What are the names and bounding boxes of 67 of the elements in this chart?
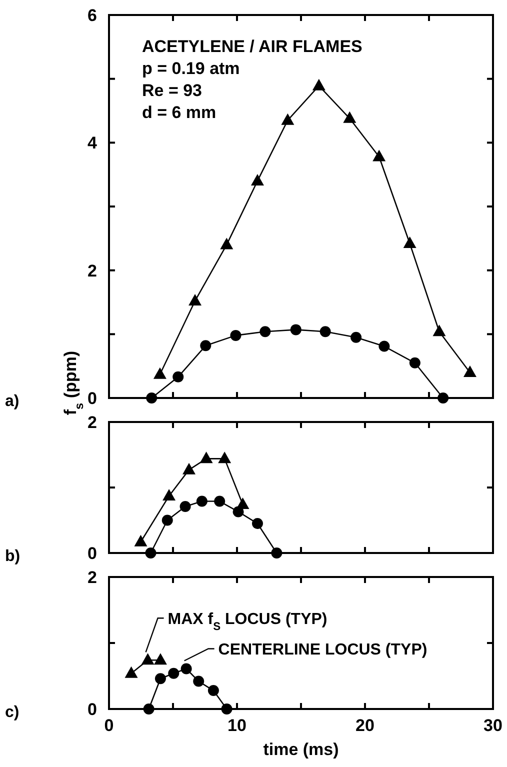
point — [168, 668, 180, 679]
y-tick-label: 6 — [88, 6, 97, 25]
point — [290, 324, 302, 336]
point — [196, 496, 208, 507]
annotation: d = 6 mm — [142, 103, 216, 122]
annotation: Re = 93 — [142, 81, 202, 100]
text: b) — [5, 548, 20, 565]
point — [180, 663, 192, 674]
point — [230, 330, 242, 341]
point — [188, 294, 202, 306]
x-tick-label: 10 — [228, 716, 246, 735]
annotation: p = 0.19 atm — [142, 59, 240, 78]
point — [143, 704, 154, 714]
y-tick-label: 0 — [88, 544, 97, 563]
point — [124, 666, 138, 678]
point — [193, 676, 204, 687]
y-tick-label: 2 — [88, 568, 97, 587]
text: c) — [5, 704, 20, 721]
point — [172, 371, 184, 382]
point — [350, 332, 362, 343]
point — [432, 324, 446, 336]
point — [463, 365, 476, 377]
point — [146, 392, 158, 404]
point — [312, 78, 326, 90]
point — [409, 357, 420, 368]
y-tick-label: 4 — [88, 134, 98, 153]
point — [343, 111, 356, 123]
y-tick-label: 0 — [88, 389, 97, 408]
point — [250, 174, 264, 186]
x-axis-title: time (ms) — [263, 740, 339, 759]
point — [214, 496, 226, 507]
y-tick-label: 2 — [88, 261, 97, 280]
annotation: ACETYLENE / AIR FLAMES — [142, 37, 362, 56]
y-tick-label: 2 — [88, 413, 97, 432]
point — [180, 500, 191, 512]
point — [134, 534, 148, 546]
annotation: MAX f$_{S}$ LOCUS (TYP) — [168, 611, 328, 634]
point — [208, 685, 219, 696]
point — [320, 326, 331, 338]
point — [403, 236, 416, 248]
point — [162, 489, 176, 501]
annotation: CENTERLINE LOCUS (TYP) — [218, 642, 428, 659]
x-tick-label: 0 — [104, 716, 114, 735]
point — [141, 653, 154, 665]
point — [153, 367, 166, 379]
point — [145, 548, 156, 558]
point — [260, 326, 271, 338]
point — [200, 452, 213, 464]
point — [221, 704, 232, 714]
point — [154, 673, 166, 684]
point — [218, 452, 232, 464]
point — [252, 518, 263, 530]
y-tick-label: 0 — [88, 700, 97, 719]
point — [232, 506, 244, 518]
text: a) — [5, 393, 20, 410]
point — [220, 238, 234, 250]
x-tick-label: 20 — [356, 716, 374, 735]
point — [372, 150, 386, 162]
x-tick-label: 30 — [484, 716, 502, 735]
point — [182, 462, 196, 474]
point — [154, 653, 167, 665]
point — [281, 113, 294, 125]
point — [378, 340, 390, 352]
point — [271, 548, 282, 558]
point — [200, 340, 212, 352]
point — [162, 514, 173, 526]
point — [438, 392, 449, 404]
